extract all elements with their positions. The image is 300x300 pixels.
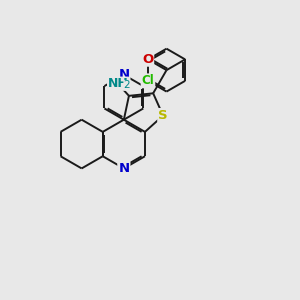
Text: N: N [118, 68, 129, 81]
Text: O: O [142, 53, 153, 66]
Text: N: N [118, 162, 129, 175]
Text: NH: NH [108, 77, 128, 90]
Text: S: S [158, 109, 168, 122]
Text: 2: 2 [124, 80, 130, 90]
Text: Cl: Cl [142, 74, 154, 87]
